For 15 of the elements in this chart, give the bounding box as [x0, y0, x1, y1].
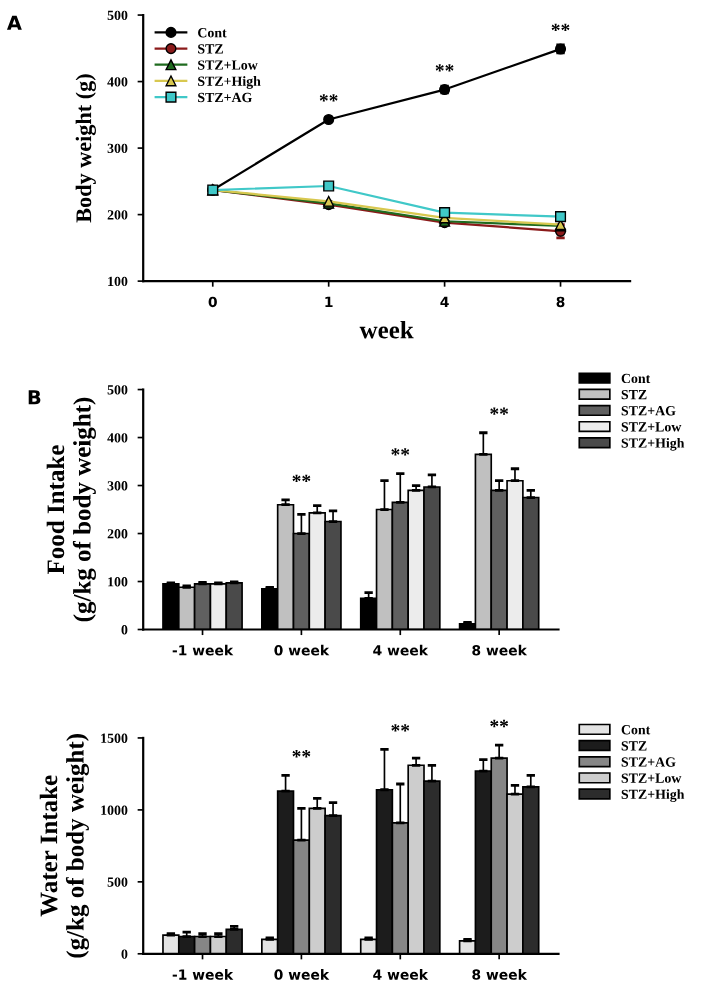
- text: A: [6, 15, 22, 30]
- annotation: **: [551, 23, 570, 32]
- annotation: **: [391, 724, 410, 732]
- annotation: **: [391, 448, 410, 456]
- annotation: **: [490, 407, 509, 415]
- y-axis-title: Body weight (g): [75, 74, 96, 223]
- annotation: **: [490, 719, 509, 728]
- y-axis-title: Water Intake (g/kg of body weight): [39, 734, 90, 958]
- annotation: **: [319, 94, 338, 102]
- text: B: [28, 390, 41, 405]
- x-axis-title: week: [359, 320, 414, 339]
- annotation: **: [292, 750, 311, 758]
- annotation: **: [292, 474, 311, 482]
- y-axis-title: Food Intake (g/kg of body weight): [46, 397, 96, 622]
- annotation: **: [435, 64, 454, 72]
